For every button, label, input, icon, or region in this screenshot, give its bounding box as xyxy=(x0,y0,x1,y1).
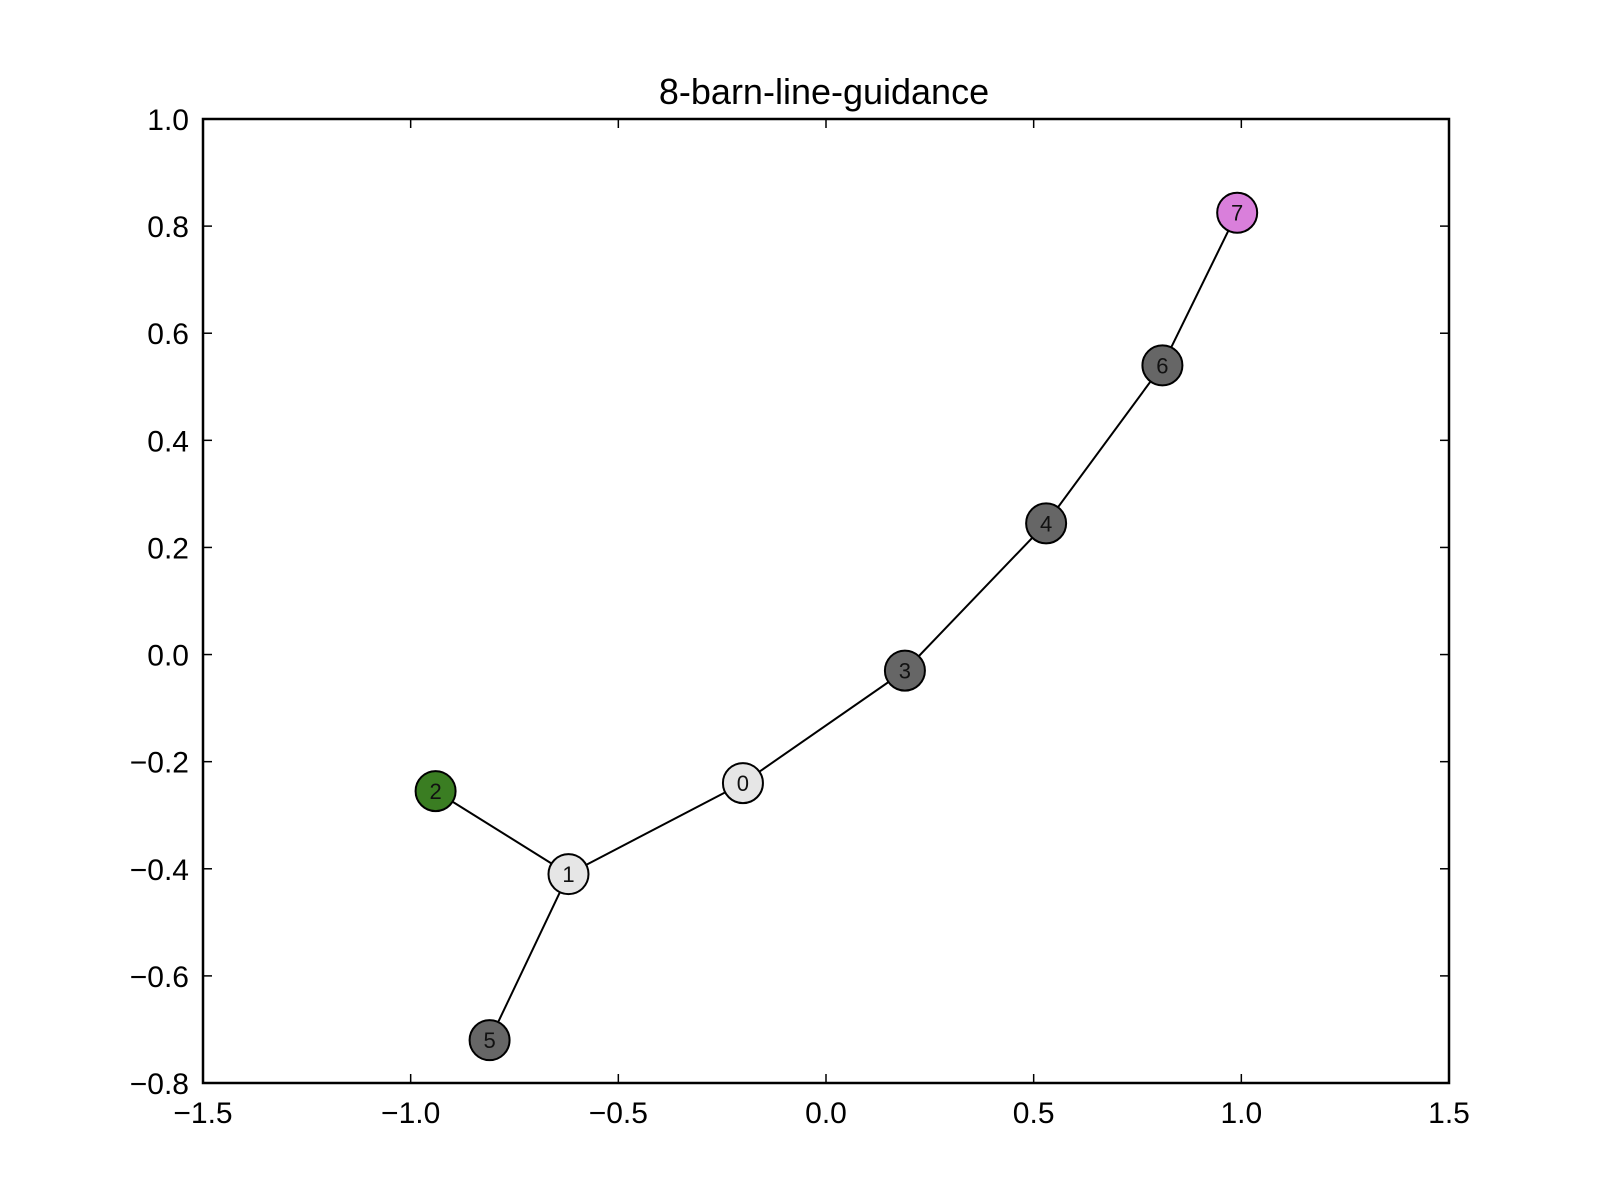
node-6-label: 6 xyxy=(1156,353,1168,378)
x-tick-label: 1.5 xyxy=(1428,1097,1470,1130)
node-4: 4 xyxy=(1025,502,1068,545)
chart-title: 8-barn-line-guidance xyxy=(659,71,989,112)
edge-4-6 xyxy=(1045,364,1164,524)
y-tick-label: 0.6 xyxy=(147,318,189,351)
node-5-circle xyxy=(468,1019,511,1062)
node-4-circle xyxy=(1025,502,1068,545)
node-7-circle xyxy=(1216,191,1259,234)
x-tick-label: −0.5 xyxy=(589,1097,648,1130)
node-5-label: 5 xyxy=(483,1028,495,1053)
edge-1-0 xyxy=(568,782,744,876)
node-1: 1 xyxy=(547,853,590,896)
node-6: 6 xyxy=(1141,344,1184,387)
x-tick-label: 0.0 xyxy=(805,1097,847,1130)
edge-0-3 xyxy=(742,669,906,784)
edge-3-4 xyxy=(904,522,1047,672)
edge-6-7 xyxy=(1161,212,1239,366)
node-2-label: 2 xyxy=(429,779,441,804)
node-2-circle xyxy=(414,770,457,813)
node-3-circle xyxy=(883,649,926,692)
x-tick-label: 1.0 xyxy=(1220,1097,1262,1130)
y-tick-label: 1.0 xyxy=(147,104,189,137)
y-tick-label: −0.2 xyxy=(130,747,189,780)
y-tick-label: 0.0 xyxy=(147,640,189,673)
node-1-circle xyxy=(547,853,590,896)
node-6-circle xyxy=(1141,344,1184,387)
x-tick-label: 0.5 xyxy=(1013,1097,1055,1130)
y-tick-label: 0.8 xyxy=(147,211,189,244)
x-tick-label: −1.5 xyxy=(173,1097,232,1130)
node-0-circle xyxy=(721,762,764,805)
node-3: 3 xyxy=(883,649,926,692)
node-0: 0 xyxy=(721,762,764,805)
y-tick-label: −0.6 xyxy=(130,961,189,994)
node-3-label: 3 xyxy=(899,659,911,684)
plot-frame xyxy=(201,117,1451,1085)
node-1-label: 1 xyxy=(562,862,574,887)
edge-1-5 xyxy=(488,873,570,1041)
node-7: 7 xyxy=(1216,191,1259,234)
ticks-layer: −1.5 −1.0 −0.5 0.0 0.5 1.0 1.5 1.0 0.8 0.6 0.4 0.2 0… xyxy=(130,104,1470,1130)
node-7-label: 7 xyxy=(1231,201,1243,226)
edge-2-1 xyxy=(435,790,570,875)
edges-layer xyxy=(435,212,1239,1041)
node-0-label: 0 xyxy=(737,771,749,796)
node-2: 2 xyxy=(414,770,457,813)
x-tick-label: −1.0 xyxy=(381,1097,440,1130)
node-4-label: 4 xyxy=(1040,511,1052,536)
node-5: 5 xyxy=(468,1019,511,1062)
y-tick-label: 0.4 xyxy=(147,425,189,458)
y-tick-label: −0.8 xyxy=(130,1068,189,1101)
y-tick-label: −0.4 xyxy=(130,854,189,887)
nodes-layer: 0 1 2 3 4 5 6 7 xyxy=(414,191,1259,1062)
y-tick-label: 0.2 xyxy=(147,532,189,565)
